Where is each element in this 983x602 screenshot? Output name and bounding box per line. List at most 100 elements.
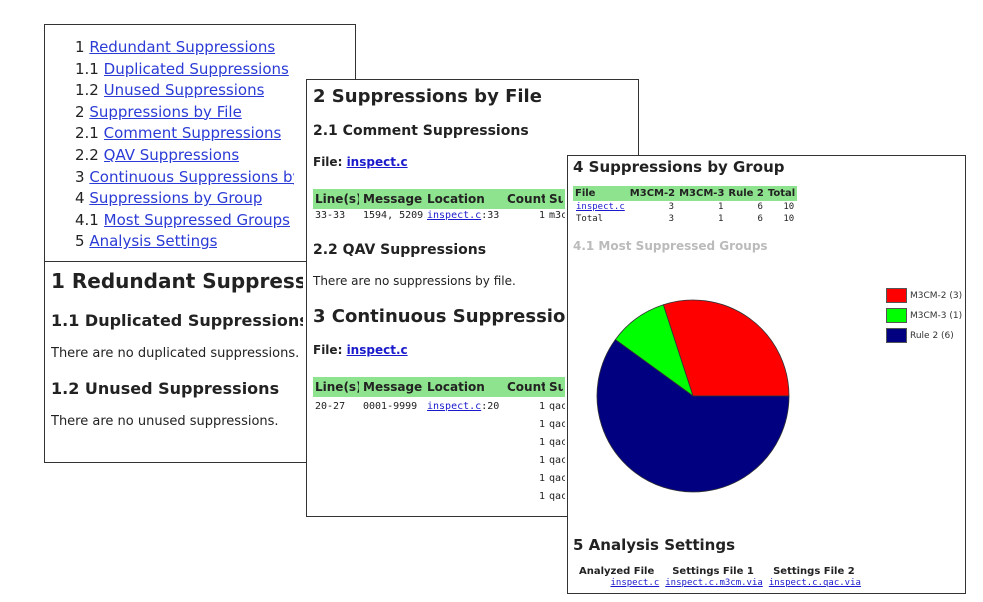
toc-item: 2 Suppressions by File	[75, 102, 355, 124]
column-header: File	[573, 186, 628, 201]
qav-text: There are no suppressions by file.	[313, 274, 516, 288]
toc-link[interactable]: Comment Suppressions	[103, 124, 282, 143]
chart-legend: M3CM-2 (3) M3CM-3 (1) Rule 2 (6)	[886, 288, 962, 348]
toc-number: 1.2	[75, 81, 99, 100]
toc-link[interactable]: Continuous Suppressions by File	[89, 167, 294, 186]
toc-number: 1.1	[75, 59, 99, 78]
continuous-suppressions-table: Line(s)MessagesLocationCountSuppression …	[313, 377, 565, 505]
cell: 1	[538, 472, 545, 484]
column-header: Line(s)	[315, 380, 359, 394]
cell: :33	[481, 210, 500, 221]
cell: 1	[538, 454, 545, 466]
table-row: 1 qac-2	[313, 433, 565, 451]
column-header: M3CM-2	[627, 186, 678, 201]
location-link[interactable]: inspect.c	[427, 400, 482, 412]
settings-file-link[interactable]: inspect.c.m3cm.via	[665, 578, 763, 588]
toc-number: 4	[75, 189, 85, 208]
column-header: Location	[427, 192, 485, 206]
column-header-cell: Count	[505, 377, 547, 397]
cell-wrap: qac-2	[547, 433, 565, 451]
cell: Total	[576, 214, 604, 224]
toc-link[interactable]: Suppressions by Group	[89, 189, 263, 208]
cell	[425, 469, 505, 487]
settings-file-link[interactable]: inspect.c	[610, 578, 660, 588]
toc-number: 3	[75, 167, 85, 186]
section-2-2-title: 2.2 QAV Suppressions	[313, 242, 487, 258]
cell: 3	[668, 202, 675, 212]
toc-link[interactable]: Most Suppressed Groups	[103, 210, 290, 229]
cell: qac-4	[549, 490, 565, 502]
cell: 6	[757, 202, 763, 212]
table-row: 20-27 0001-9999 inspect.c:20 1 qac-2	[313, 397, 565, 415]
column-header: Rule 2	[726, 186, 766, 201]
file-label: File:	[313, 343, 343, 357]
cell: qac-3	[549, 454, 565, 466]
table-row: 1 qac-4	[313, 469, 565, 487]
cell-wrap: qac-4	[547, 469, 565, 487]
toc-link[interactable]: Analysis Settings	[89, 232, 218, 251]
pie-chart	[596, 299, 790, 493]
cell: 1	[538, 400, 545, 412]
cell: 3	[668, 214, 675, 224]
pie-slice	[662, 299, 790, 397]
legend-item: M3CM-2 (3)	[886, 288, 962, 303]
cell: 1	[538, 210, 545, 221]
table-row: Total 3 1 6 10	[573, 213, 797, 225]
cell: 10	[783, 214, 795, 224]
toc-item: 4.1 Most Suppressed Groups	[75, 210, 355, 232]
table-row: 1 qac-3	[313, 451, 565, 469]
cell	[313, 415, 361, 433]
legend-item: M3CM-3 (1)	[886, 308, 962, 323]
cell: qac-2	[549, 436, 565, 448]
column-header: Settings File 1	[672, 566, 754, 577]
toc-link[interactable]: Duplicated Suppressions	[103, 59, 289, 78]
column-header-cell: Line(s)	[313, 377, 361, 397]
toc-item: 1.2 Unused Suppressions	[75, 80, 355, 102]
section-3-title: 3 Continuous Suppressions by File	[313, 306, 565, 327]
legend-label: Rule 2 (6)	[910, 330, 954, 341]
cell	[425, 487, 505, 505]
section-2-1-title: 2.1 Comment Suppressions	[313, 123, 529, 139]
column-header: Line(s)	[315, 192, 359, 206]
toc-link[interactable]: Suppressions by File	[89, 102, 242, 121]
cell: 1	[538, 418, 545, 430]
toc-panel: 1 Redundant Suppressions 1.1 Duplicated S…	[44, 24, 356, 463]
toc-item: 3 Continuous Suppressions by File	[75, 167, 355, 189]
column-header-cell: Suppression	[547, 189, 565, 209]
section-1-title: 1 Redundant Suppressions	[51, 269, 303, 293]
column-header: Suppression	[549, 380, 563, 394]
legend-swatch	[886, 328, 907, 343]
column-header-cell: Count	[505, 189, 547, 209]
cell-wrap: qac-2	[547, 397, 565, 415]
location-link[interactable]: inspect.c	[427, 210, 482, 221]
group-table: File M3CM-2 M3CM-3 Rule 2 Total inspect.c 3 1 6 1…	[573, 186, 798, 225]
duplicated-text: There are no duplicated suppressions.	[51, 346, 300, 361]
cell: 1	[538, 490, 545, 502]
toc-number: 5	[75, 232, 85, 251]
toc-item: 1 Redundant Suppressions	[75, 37, 355, 59]
section-4-title: 4 Suppressions by Group	[573, 158, 785, 176]
cell-wrap: qac-3	[547, 451, 565, 469]
file-link[interactable]: inspect.c	[346, 155, 408, 169]
toc-item: 4 Suppressions by Group	[75, 188, 355, 210]
column-header-cell: Messages	[361, 377, 425, 397]
column-header-cell: Messages	[361, 189, 425, 209]
file-link[interactable]: inspect.c	[576, 202, 625, 212]
unused-text: There are no unused suppressions.	[51, 414, 279, 429]
toc-link[interactable]: Unused Suppressions	[103, 81, 265, 100]
legend-label: M3CM-2 (3)	[910, 290, 963, 301]
cell: inspect.c.m3cm.via	[662, 577, 766, 589]
section-5-title: 5 Analysis Settings	[573, 536, 736, 554]
cell: 33-33	[315, 210, 346, 221]
toc-item: 1.1 Duplicated Suppressions	[75, 59, 355, 81]
table-row: inspect.c 3 1 6 10	[573, 201, 797, 213]
cell: qac-2	[549, 400, 565, 412]
toc-link[interactable]: QAV Suppressions	[103, 145, 240, 164]
section-1-1-title: 1.1 Duplicated Suppressions	[51, 311, 303, 330]
toc-link[interactable]: Redundant Suppressions	[89, 38, 276, 56]
file-link[interactable]: inspect.c	[346, 343, 408, 357]
toc-item: 5 Analysis Settings	[75, 231, 355, 253]
settings-file-link[interactable]: inspect.c.qac.via	[768, 578, 861, 588]
cell	[425, 415, 505, 433]
cell: qac-4	[549, 472, 565, 484]
